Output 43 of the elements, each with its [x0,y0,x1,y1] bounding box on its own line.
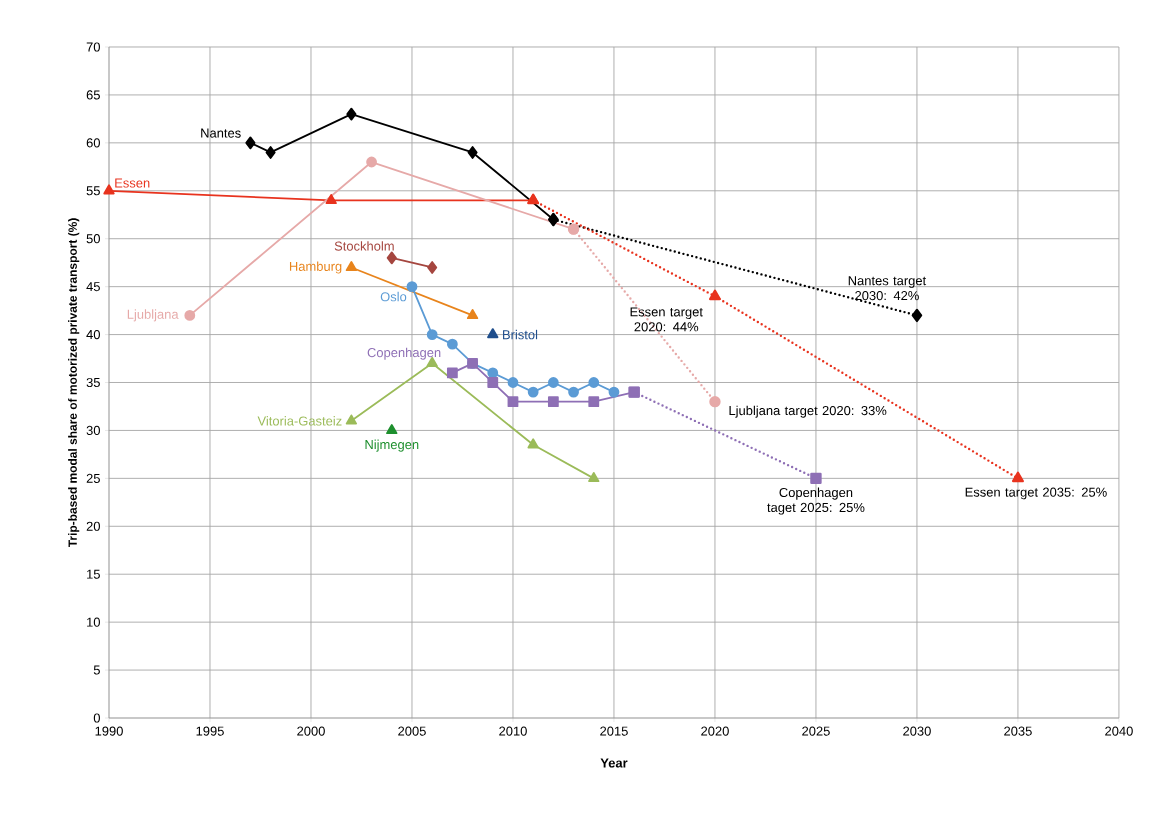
series-label: Oslo [380,291,407,302]
x-tick-label: 2015 [600,726,628,736]
y-axis-title: Trip-based modal share of motorized private transport (%) [68,218,80,548]
y-tick-label: 20 [86,521,100,531]
y-tick-label: 25 [86,473,100,483]
y-tick-label: 10 [87,617,100,627]
y-tick-label: 55 [86,186,100,196]
series-label: Vitoria-Gasteiz [257,416,342,426]
annotation: Ljubljana target 2020: 33% [729,405,887,418]
y-tick-label: 65 [86,90,100,100]
x-tick-label: 2025 [802,726,830,736]
series-label: Copenhagen [367,347,441,360]
y-tick-label: 40 [86,329,100,340]
x-tick-label: 2040 [1105,726,1133,736]
series-label: Hamburg [289,261,342,274]
annotation: Essen target 2020: 44% [630,307,703,332]
y-tick-label: 60 [86,138,100,148]
x-tick-label: 2000 [297,726,325,736]
series-label: Stockholm [334,241,394,251]
y-tick-label: 15 [87,569,100,579]
y-tick-label: 35 [86,377,100,388]
x-tick-label: 2005 [398,726,426,736]
y-tick-label: 30 [86,425,100,436]
x-tick-label: 2030 [903,726,931,736]
x-axis-title: Year [600,758,628,768]
series-label: Bristol [503,329,538,340]
x-tick-label: 2020 [701,726,729,736]
series-label: Ljubljana [127,309,179,322]
annotation: Nantes target 2030: 42% [848,276,927,301]
y-tick-label: 70 [86,42,100,52]
series-label: Nantes [201,128,241,138]
x-tick-label: 1990 [95,726,123,736]
annotation: Copenhagen taget 2025: 25% [767,487,865,515]
x-tick-label: 2035 [1004,726,1032,736]
series-label: Essen [115,178,150,188]
y-tick-label: 50 [86,234,100,244]
y-tick-label: 0 [93,713,100,723]
y-tick-label: 5 [93,665,100,675]
x-tick-label: 1995 [196,726,224,736]
x-tick-label: 2010 [499,726,527,736]
series-label: Nijmegen [365,439,419,452]
y-tick-label: 45 [86,282,100,292]
annotation: Essen target 2035: 25% [965,487,1107,500]
